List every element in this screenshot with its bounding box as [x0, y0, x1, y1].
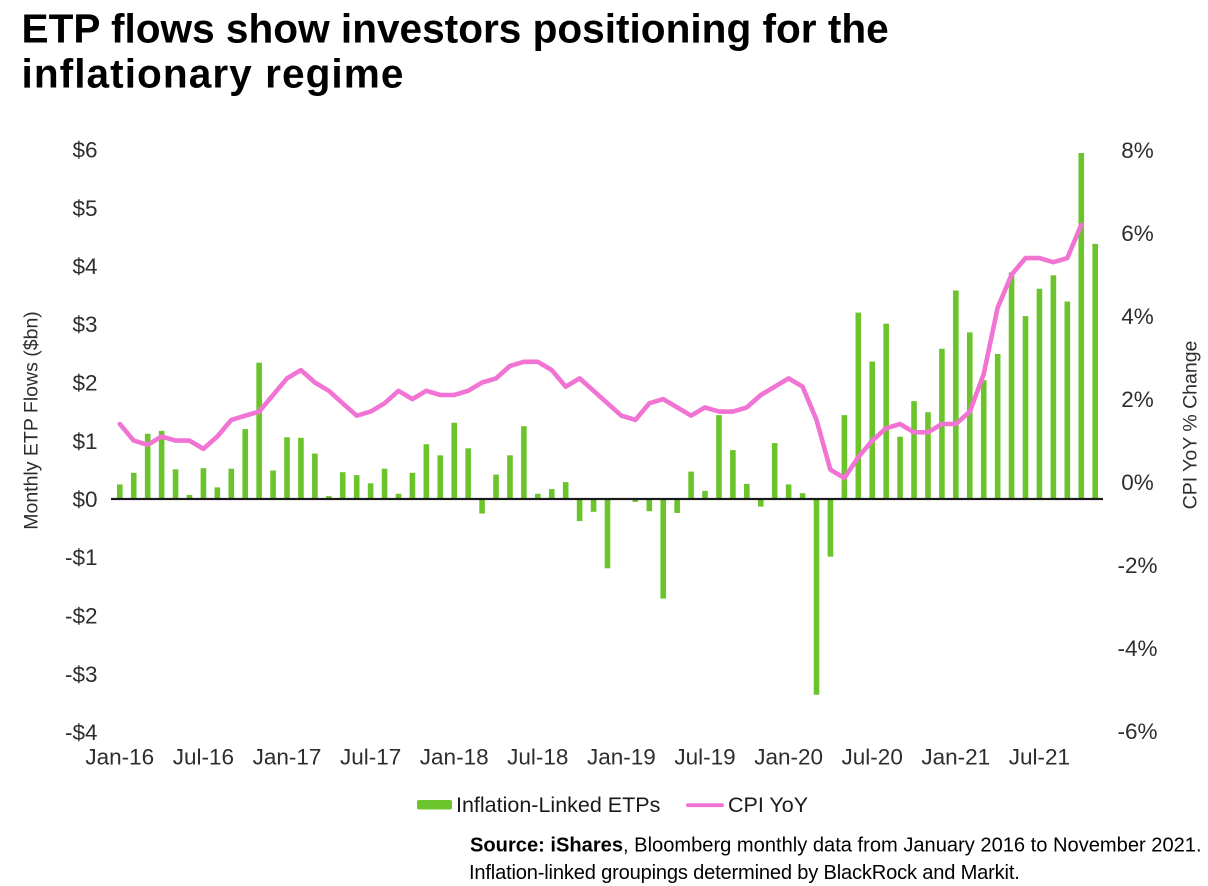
svg-text:-6%: -6%	[1117, 719, 1157, 744]
svg-text:$5: $5	[72, 196, 97, 221]
svg-text:8%: 8%	[1121, 138, 1154, 163]
svg-text:Monthly ETP Flows ($bn): Monthly ETP Flows ($bn)	[21, 311, 43, 530]
svg-text:4%: 4%	[1121, 304, 1154, 329]
svg-text:Jul-17: Jul-17	[340, 744, 401, 769]
svg-text:Source: iShares, Bloomberg mon: Source: iShares, Bloomberg monthly data …	[470, 834, 1202, 856]
svg-text:2%: 2%	[1121, 387, 1154, 412]
svg-text:-$4: -$4	[65, 720, 98, 745]
svg-text:CPI YoY % Change: CPI YoY % Change	[1180, 341, 1202, 510]
svg-text:-4%: -4%	[1117, 636, 1157, 661]
svg-text:-2%: -2%	[1117, 553, 1157, 578]
svg-text:Jan-20: Jan-20	[754, 744, 823, 769]
svg-text:$1: $1	[72, 429, 97, 454]
svg-text:Jan-16: Jan-16	[85, 744, 154, 769]
svg-text:Inflation-linked groupings det: Inflation-linked groupings determined by…	[469, 862, 1020, 884]
svg-text:CPI YoY: CPI YoY	[728, 793, 808, 817]
svg-text:Jan-17: Jan-17	[253, 744, 322, 769]
svg-text:Jan-19: Jan-19	[587, 744, 656, 769]
svg-text:Jan-21: Jan-21	[921, 744, 990, 769]
svg-text:Jul-21: Jul-21	[1009, 744, 1070, 769]
svg-text:inflationary regime: inflationary regime	[22, 50, 405, 96]
svg-text:Jul-18: Jul-18	[507, 744, 568, 769]
svg-text:$0: $0	[72, 487, 97, 512]
svg-text:0%: 0%	[1121, 470, 1154, 495]
svg-text:Jul-19: Jul-19	[674, 744, 735, 769]
svg-text:Inflation-Linked ETPs: Inflation-Linked ETPs	[456, 793, 660, 817]
svg-text:Jan-18: Jan-18	[420, 744, 489, 769]
svg-text:-$1: -$1	[65, 545, 98, 570]
svg-text:Jul-16: Jul-16	[173, 744, 234, 769]
svg-text:-$2: -$2	[65, 604, 98, 629]
svg-text:6%: 6%	[1121, 221, 1154, 246]
svg-text:ETP flows show investors posit: ETP flows show investors positioning for…	[22, 5, 889, 51]
svg-text:-$3: -$3	[65, 662, 98, 687]
svg-text:$2: $2	[72, 371, 97, 396]
svg-text:$3: $3	[72, 312, 97, 337]
svg-text:$6: $6	[72, 138, 97, 163]
svg-text:$4: $4	[72, 254, 97, 279]
svg-text:Jul-20: Jul-20	[842, 744, 903, 769]
